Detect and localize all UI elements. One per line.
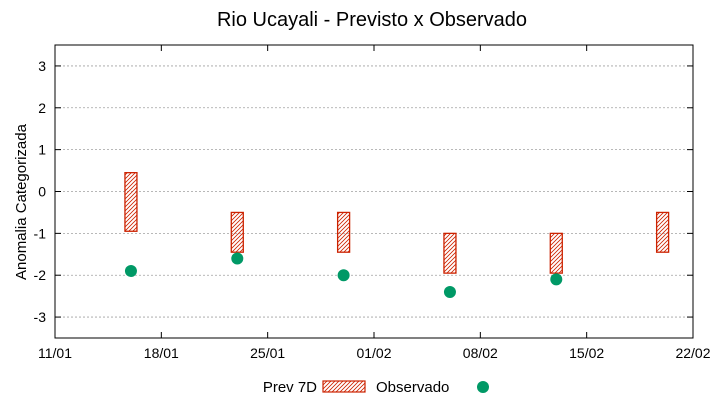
observed-point xyxy=(231,252,244,265)
legend: Prev 7D Observado xyxy=(263,379,489,396)
gridlines xyxy=(55,65,693,318)
y-tick-label: -3 xyxy=(34,309,47,325)
x-tick-label: 11/01 xyxy=(38,345,72,361)
forecast-range-bar xyxy=(443,232,457,274)
observed-point xyxy=(443,285,456,298)
legend-label-prev: Prev 7D xyxy=(263,379,317,396)
forecast-range-bar xyxy=(336,211,351,253)
y-tick-label: 3 xyxy=(38,58,46,74)
forecast-range-bar xyxy=(549,232,563,274)
x-tick-label: 01/02 xyxy=(356,345,391,361)
y-tick-label: 0 xyxy=(38,184,46,200)
legend-label-observado: Observado xyxy=(376,379,449,396)
y-tick-label: -1 xyxy=(34,225,47,241)
x-tick-label: 25/01 xyxy=(250,345,285,361)
y-axis-label: Anomalia Categorizada xyxy=(13,123,30,280)
legend-swatch-prev xyxy=(322,380,366,393)
plot-frame xyxy=(54,44,694,339)
x-tick-label: 08/02 xyxy=(463,345,498,361)
y-axis-ticks: -3 -2 -1 0 1 2 3 xyxy=(34,58,693,325)
chart-title: Rio Ucayali - Previsto x Observado xyxy=(217,9,527,31)
observed-point xyxy=(550,273,563,286)
x-tick-label: 15/02 xyxy=(569,345,604,361)
forecast-range-bar xyxy=(230,211,244,253)
observed-point xyxy=(337,269,350,282)
x-tick-label: 18/01 xyxy=(144,345,179,361)
data-marks xyxy=(124,172,670,298)
forecast-range-bar xyxy=(655,211,670,253)
legend-swatch-observado xyxy=(477,381,489,393)
y-tick-label: 2 xyxy=(38,100,46,116)
x-tick-label: 22/02 xyxy=(675,345,710,361)
y-tick-label: 1 xyxy=(38,142,46,158)
x-axis-ticks: 11/01 18/01 25/01 01/02 08/02 15/02 22/02 xyxy=(38,45,711,361)
y-tick-label: -2 xyxy=(34,267,47,283)
forecast-range-bar xyxy=(124,172,138,232)
observed-point xyxy=(124,265,137,278)
